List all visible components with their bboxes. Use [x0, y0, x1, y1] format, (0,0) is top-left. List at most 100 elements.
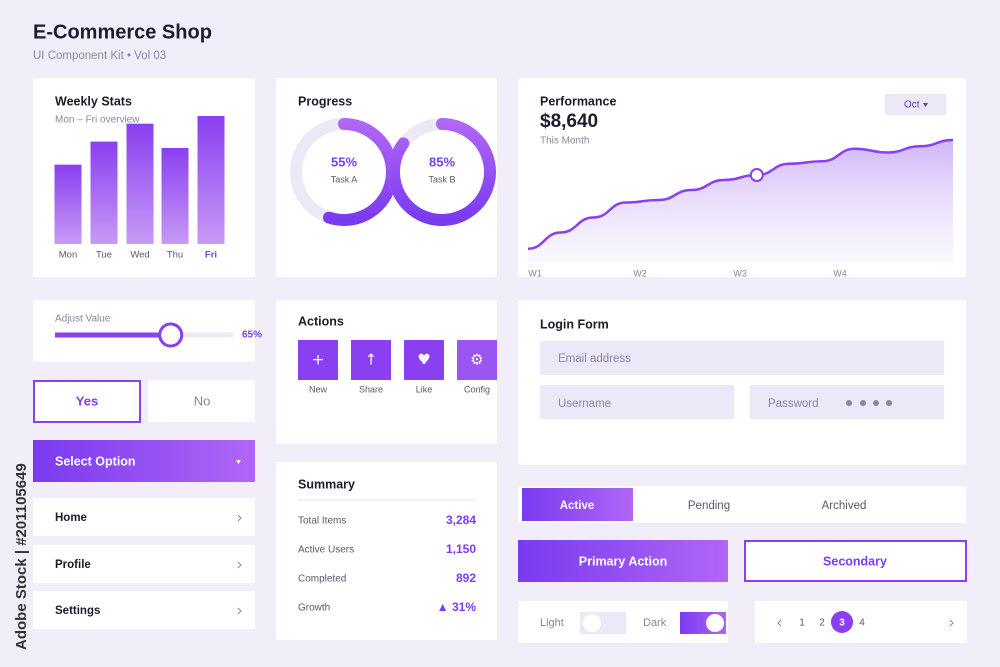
primary-button[interactable] [518, 540, 728, 582]
summary-value: 1,150 [446, 542, 476, 556]
tab-label[interactable]: Pending [688, 500, 730, 512]
tab-active[interactable] [522, 488, 633, 521]
x-label: W1 [528, 268, 542, 278]
card [755, 601, 967, 643]
card [276, 462, 497, 640]
action-button[interactable] [298, 340, 338, 380]
ring-value: 55% [331, 154, 357, 169]
action-label: New [309, 384, 328, 394]
page-next[interactable] [949, 619, 954, 627]
page-number[interactable]: 1 [799, 618, 805, 629]
menu-chevron [237, 561, 242, 569]
bar-label: Fri [205, 250, 217, 261]
card [518, 300, 966, 465]
x-label: W2 [633, 268, 647, 278]
summary-value: 892 [456, 571, 476, 585]
action-label: Share [359, 384, 383, 394]
page-prev[interactable] [777, 619, 782, 627]
theme-light-label: Light [540, 617, 564, 629]
action-button[interactable] [457, 340, 497, 380]
line-marker [749, 168, 764, 182]
bar [54, 164, 82, 244]
select-label[interactable]: Select Option [55, 454, 136, 468]
card-subtitle: Mon – Fri overview [55, 115, 140, 126]
page-number[interactable]: 2 [819, 618, 825, 629]
summary-label: Active Users [298, 545, 354, 556]
bar [90, 141, 118, 244]
action-icon: ↑ [365, 351, 378, 369]
password-placeholder[interactable]: Password [768, 398, 819, 410]
dropdown-arrow [923, 103, 928, 107]
ring-progress [388, 118, 496, 226]
summary-value: 3,284 [446, 513, 476, 527]
action-label: Config [464, 384, 490, 394]
card-title: Performance [540, 94, 616, 108]
email-field[interactable] [540, 341, 944, 375]
menu-item[interactable] [33, 498, 255, 536]
amount: $8,640 [540, 111, 598, 132]
choice-no-label[interactable]: No [194, 393, 211, 408]
menu-label[interactable]: Settings [55, 605, 100, 617]
slider-label: Adjust Value [55, 314, 111, 325]
dropdown-label[interactable]: Oct [904, 100, 920, 111]
secondary-button[interactable] [744, 540, 967, 582]
action-button[interactable] [351, 340, 391, 380]
page-number[interactable]: 3 [839, 618, 845, 629]
choice-no[interactable] [148, 380, 255, 422]
line-area [528, 140, 953, 262]
tab-label[interactable]: Archived [822, 500, 867, 512]
page-title: E-Commerce Shop [33, 21, 212, 43]
toggle-knob [706, 614, 724, 632]
menu-label[interactable]: Home [55, 512, 87, 524]
email-placeholder[interactable]: Email address [558, 353, 631, 365]
action-icon: ♥ [417, 351, 430, 369]
watermark: Adobe Stock | #201105649 [13, 463, 30, 650]
card-title: Actions [298, 314, 344, 328]
menu-chevron [237, 514, 242, 522]
card-title: Weekly Stats [55, 94, 132, 108]
action-icon: ⚙ [470, 351, 483, 369]
bar-label: Tue [96, 250, 112, 261]
primary-button-label[interactable]: Primary Action [579, 554, 667, 568]
slider-knob[interactable] [158, 322, 184, 348]
action-icon: + [312, 351, 325, 369]
period: This Month [540, 136, 589, 147]
card-title: Progress [298, 94, 352, 108]
page-active[interactable] [831, 611, 853, 633]
bar [197, 116, 225, 244]
page-number[interactable]: 4 [859, 618, 865, 629]
secondary-button-label[interactable]: Secondary [823, 554, 887, 568]
password-dots [846, 400, 892, 406]
card [33, 300, 255, 362]
page-subtitle: UI Component Kit • Vol 03 [33, 50, 166, 62]
x-label: W3 [733, 268, 747, 278]
x-label: W4 [833, 268, 847, 278]
bar [126, 123, 154, 244]
ring-name: Task B [428, 174, 455, 184]
select-arrow [236, 460, 241, 464]
bar [161, 148, 189, 244]
action-label: Like [416, 384, 433, 394]
menu-label[interactable]: Profile [55, 559, 91, 571]
summary-value: ▲ 31% [437, 600, 477, 614]
username-placeholder[interactable]: Username [558, 398, 611, 410]
line [527, 138, 954, 250]
menu-item[interactable] [33, 545, 255, 583]
card-title: Summary [298, 477, 355, 491]
tab-label[interactable]: Active [560, 500, 595, 512]
ring-value: 85% [429, 154, 455, 169]
choice-yes[interactable] [33, 380, 141, 423]
username-field[interactable] [540, 385, 734, 419]
slider-value: 65% [242, 330, 262, 341]
dropdown[interactable] [885, 94, 946, 115]
select[interactable] [33, 440, 255, 482]
theme-dark-label: Dark [643, 617, 667, 629]
bar-label: Thu [167, 250, 183, 261]
summary-label: Growth [298, 603, 330, 614]
choice-yes-label[interactable]: Yes [76, 393, 98, 408]
card-title: Login Form [540, 317, 609, 331]
menu-item[interactable] [33, 591, 255, 629]
bar-label: Wed [130, 250, 149, 261]
action-button[interactable] [404, 340, 444, 380]
